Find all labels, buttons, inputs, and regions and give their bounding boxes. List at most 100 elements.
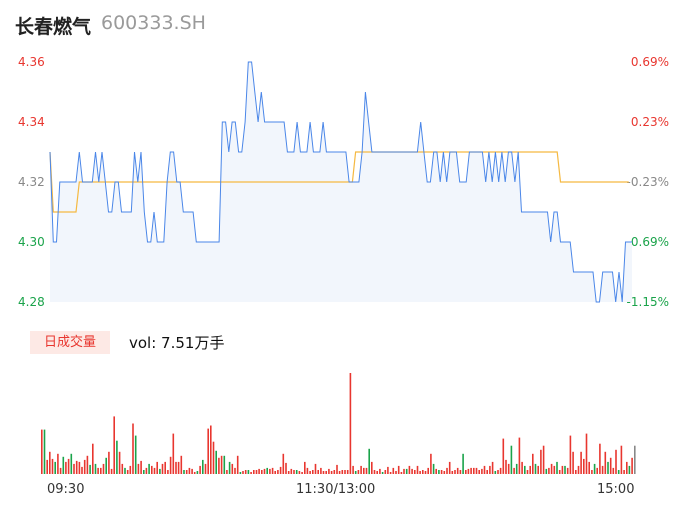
volume-bar (94, 463, 97, 474)
time-tick-close: 15:00 (597, 482, 635, 497)
volume-bar (612, 467, 615, 474)
volume-bar (454, 470, 456, 474)
volume-bar (234, 467, 236, 474)
volume-bar (78, 461, 81, 474)
volume-bar (70, 453, 73, 474)
volume-bar (561, 465, 564, 474)
volume-bar (577, 465, 580, 474)
volume-bar (67, 458, 70, 474)
volume-bar (51, 458, 54, 474)
volume-bar (193, 472, 196, 474)
volume-bar (545, 468, 548, 474)
volume-bar (309, 471, 311, 474)
pct-tick-right: 0.23% (630, 115, 669, 129)
volume-bar (566, 467, 569, 474)
volume-bar (451, 471, 454, 474)
volume-bar (320, 467, 322, 474)
volume-bar (304, 461, 306, 474)
volume-bar (333, 470, 336, 474)
volume-bar (86, 455, 89, 474)
volume-bar (502, 438, 505, 474)
price-tick-left: 4.34 (18, 115, 45, 129)
volume-bar (540, 449, 542, 474)
daily-volume-button[interactable]: 日成交量 (30, 331, 110, 354)
pct-tick-right: -1.15% (626, 295, 669, 309)
price-tick-left: 4.28 (18, 295, 45, 309)
volume-bar (580, 451, 582, 474)
volume-bar (497, 470, 499, 474)
volume-bar (360, 465, 362, 474)
volume-bar (373, 470, 376, 474)
volume-bar (180, 455, 183, 474)
volume-bar (81, 466, 83, 474)
volume-bar (137, 463, 140, 474)
volume-bar (553, 465, 556, 474)
volume-bar (392, 467, 395, 474)
volume-bar (363, 467, 365, 474)
stock-code: 600333.SH (101, 12, 206, 34)
volume-bar (54, 461, 56, 474)
volume-bar (424, 471, 427, 474)
volume-bar (65, 461, 67, 474)
volume-bar (277, 470, 279, 474)
volume-bar (172, 433, 175, 474)
volume-bar (336, 464, 338, 474)
volume-bar (287, 471, 290, 474)
volume-bar (317, 470, 319, 474)
volume-bar (295, 470, 298, 474)
volume-readout: vol: 7.51万手 (129, 334, 225, 352)
volume-bar (478, 470, 480, 474)
volume-bar (274, 471, 276, 474)
volume-bar (269, 468, 271, 474)
volume-bar (43, 429, 46, 474)
volume-bar (405, 468, 408, 474)
volume-bar (408, 465, 411, 474)
volume-bar (210, 425, 212, 474)
volume-bar (57, 453, 59, 474)
pct-tick-right: -0.23% (626, 175, 669, 189)
volume-bar (108, 451, 110, 474)
volume-bar (617, 470, 620, 474)
price-tick-left: 4.36 (18, 55, 45, 69)
volume-bar (427, 467, 429, 474)
volume-bar (379, 468, 381, 474)
volume-bar (376, 471, 378, 474)
volume-bar (62, 456, 65, 474)
volume-bar (167, 470, 169, 474)
volume-bar (507, 463, 510, 474)
volume-bar (223, 455, 226, 474)
volume-bar (505, 459, 507, 474)
volume-bar (443, 471, 446, 474)
volume-bar (486, 470, 488, 474)
volume-bar (448, 461, 451, 474)
volume-bar (548, 467, 550, 474)
volume-bar (143, 470, 145, 474)
volume-bar (414, 470, 416, 474)
volume-bar (185, 470, 188, 474)
volume-bar (328, 468, 330, 474)
volume-bar (140, 460, 142, 474)
volume-bar (177, 461, 180, 474)
volume-bar (465, 470, 467, 474)
volume-bar (134, 435, 137, 474)
volume-bar (435, 468, 437, 474)
volume-bar (218, 457, 220, 474)
volume-bar (446, 467, 448, 474)
volume-bar (494, 471, 497, 474)
volume-bar (491, 461, 494, 474)
volume-bar (352, 465, 354, 474)
volume-bar (153, 467, 156, 474)
volume-bar (631, 457, 633, 474)
volume-bar (83, 459, 86, 474)
volume-bar (470, 467, 472, 474)
volume-bar (558, 470, 561, 474)
volume-bar (432, 463, 435, 474)
volume-bar (151, 465, 153, 474)
volume-bar (116, 440, 118, 474)
volume-bar (231, 463, 234, 474)
volume-bar (236, 455, 239, 474)
volume-bar (387, 466, 389, 474)
volume-bar (338, 471, 341, 474)
volume-bar (481, 468, 483, 474)
volume-bar (191, 468, 193, 474)
